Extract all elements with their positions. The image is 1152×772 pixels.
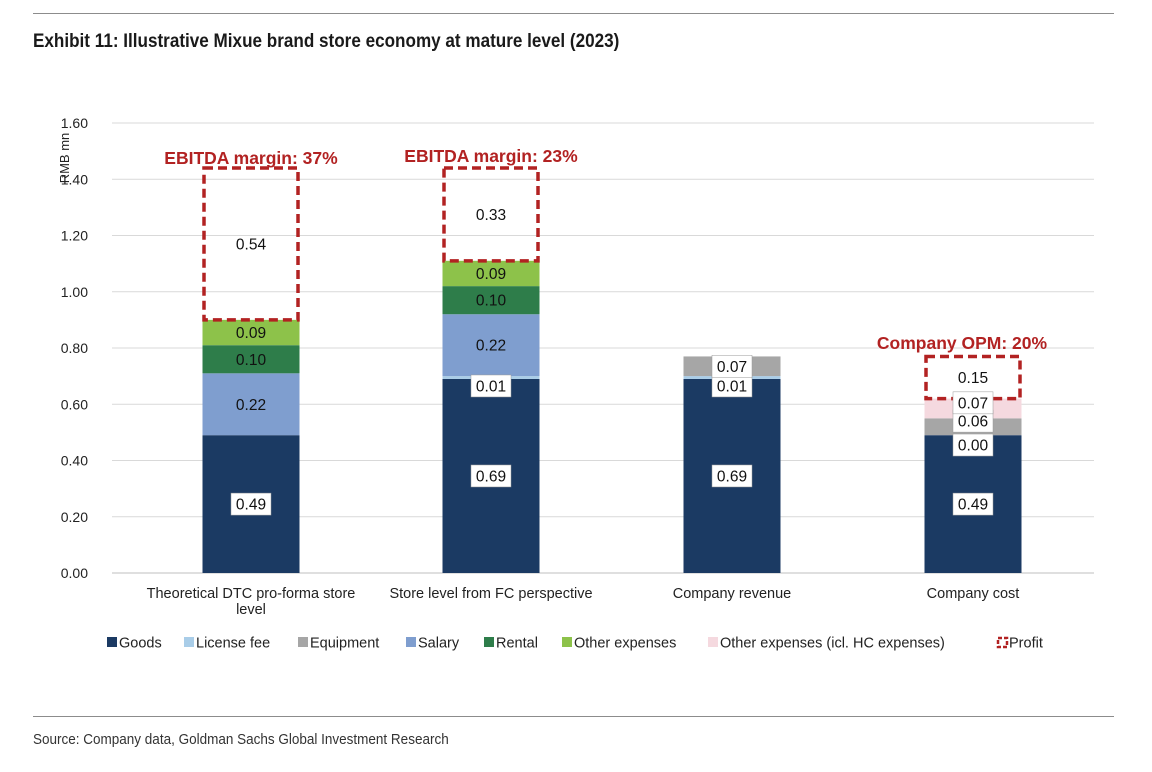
y-tick-label: 0.60 [61, 396, 88, 412]
bottom-rule [33, 716, 1114, 717]
legend-swatch-other-expenses-icl-hc-expenses- [708, 637, 718, 647]
legend-swatch-other-expenses [562, 637, 572, 647]
legend-swatch-equipment [298, 637, 308, 647]
data-label: 0.09 [476, 266, 506, 283]
legend-label-other-expenses-icl-hc-expenses-: Other expenses (icl. HC expenses) [720, 636, 945, 652]
bar-segment-rental [442, 286, 540, 315]
data-label-box [230, 492, 272, 516]
profit-dashed-box [202, 166, 300, 322]
data-label-box [470, 464, 512, 488]
data-label: 0.07 [958, 395, 988, 412]
data-label-box [711, 355, 753, 378]
legend-swatch-rental [484, 637, 494, 647]
y-tick-label: 0.80 [61, 340, 88, 356]
x-category-label: Store level from FC perspective [389, 586, 592, 602]
data-label: 0.00 [958, 438, 989, 455]
y-tick-label: 1.00 [61, 284, 88, 300]
bar-segment-salary [442, 314, 540, 377]
y-tick-label: 1.20 [61, 228, 88, 244]
y-tick-label: 1.60 [61, 115, 88, 131]
data-label: 0.10 [476, 293, 507, 310]
legend-label-license-fee: License fee [196, 636, 270, 652]
data-label: 0.69 [717, 468, 747, 485]
legend-label-rental: Rental [496, 636, 538, 652]
legend-label-profit: Profit [1009, 636, 1043, 652]
margin-annotation: EBITDA margin: 23% [404, 146, 578, 166]
x-category-label: Theoretical DTC pro-forma store [147, 586, 356, 602]
legend-swatch-license-fee [184, 637, 194, 647]
data-label: 0.09 [236, 325, 266, 342]
x-category-label: level [236, 602, 266, 618]
legend-swatch-goods [107, 637, 117, 647]
top-rule [33, 13, 1114, 14]
y-axis-label: RMB mn [57, 133, 72, 184]
data-label: 0.49 [958, 497, 988, 514]
data-label-box [470, 374, 512, 398]
data-label: 0.54 [236, 236, 267, 253]
bar-segment-other-expenses [442, 260, 540, 287]
source-note: Source: Company data, Goldman Sachs Glob… [33, 731, 449, 748]
data-label: 0.49 [236, 497, 266, 514]
profit-dashed-box [442, 166, 540, 263]
bar-segment-salary [202, 373, 300, 436]
data-label: 0.07 [717, 359, 747, 376]
data-label: 0.69 [476, 468, 506, 485]
data-label-box [952, 492, 994, 516]
data-label: 0.10 [236, 352, 267, 369]
x-category-label: Company revenue [673, 586, 792, 602]
y-tick-label: 0.40 [61, 453, 88, 469]
data-label: 0.33 [476, 207, 506, 224]
data-label: 0.01 [717, 378, 747, 395]
exhibit-title: Exhibit 11: Illustrative Mixue brand sto… [33, 31, 620, 52]
margin-annotation: Company OPM: 20% [877, 333, 1048, 353]
legend-label-other-expenses: Other expenses [574, 636, 676, 652]
bar-segment-rental [202, 345, 300, 374]
legend-label-salary: Salary [418, 636, 460, 652]
data-label-box [711, 464, 753, 488]
data-label-box [952, 391, 994, 415]
margin-annotation: EBITDA margin: 37% [164, 148, 338, 168]
data-label: 0.22 [476, 338, 506, 355]
y-tick-label: 0.00 [61, 565, 88, 581]
legend-swatch-salary [406, 637, 416, 647]
data-label: 0.06 [958, 414, 988, 431]
data-label: 0.15 [958, 370, 988, 387]
legend-label-equipment: Equipment [310, 636, 379, 652]
data-label: 0.22 [236, 397, 266, 414]
y-tick-label: 0.20 [61, 509, 88, 525]
x-category-label: Company cost [927, 586, 1020, 602]
bar-segment-other-expenses [202, 319, 300, 346]
legend-swatch-profit [996, 636, 1009, 649]
data-label: 0.01 [476, 378, 506, 395]
legend-label-goods: Goods [119, 636, 162, 652]
y-tick-label: 1.40 [61, 171, 88, 187]
data-label-box [952, 433, 994, 457]
stacked-bar-chart: 0.00 0.20 0.40 0.60 0.80 1.00 1.20 1.40 1.60 RMB … [57, 115, 1094, 652]
